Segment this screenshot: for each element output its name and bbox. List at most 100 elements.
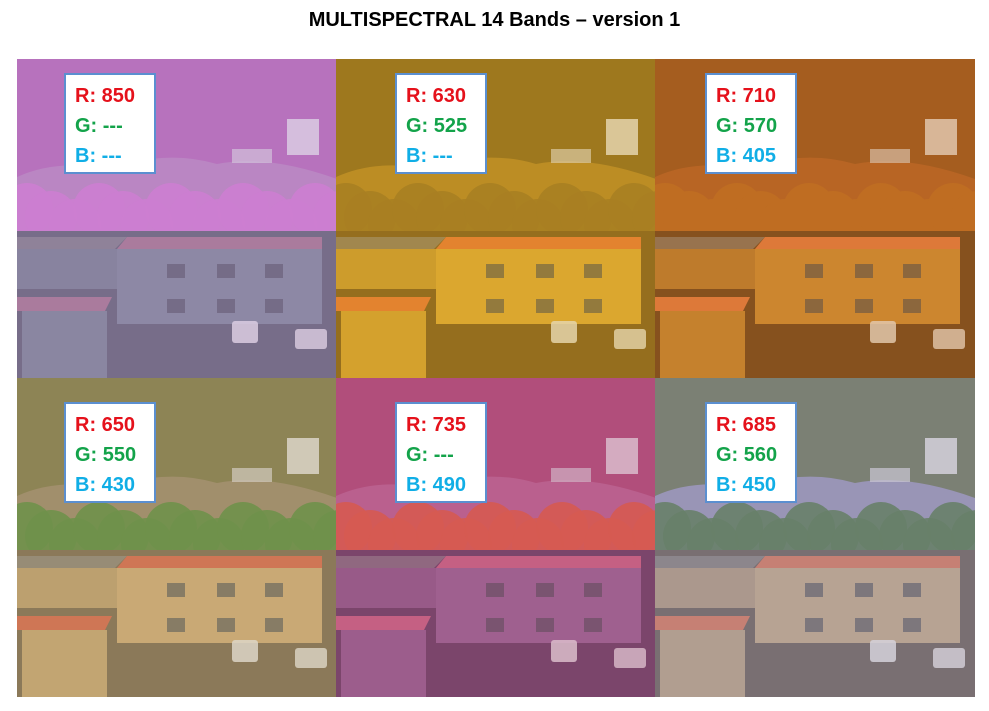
building-wall bbox=[660, 630, 745, 697]
window bbox=[167, 618, 185, 632]
distant-building bbox=[870, 149, 910, 163]
window bbox=[805, 583, 823, 597]
green-band-label: G: 525 bbox=[406, 115, 468, 137]
red-band-label: R: 735 bbox=[406, 414, 467, 436]
window bbox=[536, 264, 554, 278]
distant-building bbox=[551, 149, 591, 163]
tiled-roof bbox=[17, 616, 112, 630]
scene-image bbox=[17, 378, 337, 697]
window bbox=[486, 618, 504, 632]
image-grid: R: 850 G: --- B: --- R: 630 G: 525 B: --… bbox=[17, 59, 975, 697]
band-panel-1: R: 850 G: --- B: --- bbox=[17, 59, 337, 378]
band-label-box: R: 735 G: --- B: 490 bbox=[395, 402, 487, 503]
window bbox=[217, 583, 235, 597]
building-wall bbox=[17, 249, 117, 289]
vehicle bbox=[295, 648, 327, 668]
band-label-box: R: 710 G: 570 B: 405 bbox=[705, 73, 797, 174]
window bbox=[167, 583, 185, 597]
tiled-roof bbox=[755, 237, 960, 249]
red-band-label: R: 850 bbox=[75, 85, 136, 107]
scene-image bbox=[336, 59, 656, 378]
blue-band-label: B: 430 bbox=[75, 474, 136, 496]
window bbox=[486, 264, 504, 278]
band-label-box: R: 650 G: 550 B: 430 bbox=[64, 402, 156, 503]
blue-band-label: B: --- bbox=[406, 145, 453, 167]
flat-roof bbox=[336, 237, 446, 249]
window bbox=[265, 583, 283, 597]
blue-band-label: B: 405 bbox=[716, 145, 777, 167]
tiled-roof bbox=[755, 556, 960, 568]
building-wall bbox=[22, 311, 107, 378]
tiled-roof bbox=[336, 297, 431, 311]
blue-band-label: B: --- bbox=[75, 145, 122, 167]
window bbox=[265, 299, 283, 313]
vehicle bbox=[614, 648, 646, 668]
band-panel-4: R: 650 G: 550 B: 430 bbox=[17, 378, 337, 697]
distant-building bbox=[232, 468, 272, 482]
window bbox=[805, 618, 823, 632]
window bbox=[486, 583, 504, 597]
window bbox=[265, 264, 283, 278]
window bbox=[903, 583, 921, 597]
vehicle bbox=[933, 329, 965, 349]
distant-building bbox=[925, 438, 957, 474]
flat-roof bbox=[336, 556, 446, 568]
distant-building bbox=[551, 468, 591, 482]
red-band-label: R: 630 bbox=[406, 85, 467, 107]
band-panel-6: R: 685 G: 560 B: 450 bbox=[655, 378, 975, 697]
building-wall bbox=[336, 249, 436, 289]
window bbox=[903, 618, 921, 632]
window bbox=[855, 618, 873, 632]
distant-building bbox=[870, 468, 910, 482]
tiled-roof bbox=[336, 616, 431, 630]
window bbox=[486, 299, 504, 313]
flat-roof bbox=[655, 556, 765, 568]
window bbox=[584, 583, 602, 597]
distant-building bbox=[925, 119, 957, 155]
building-wall bbox=[660, 311, 745, 378]
green-band-label: G: --- bbox=[406, 444, 454, 466]
window bbox=[855, 583, 873, 597]
tree-canopy bbox=[632, 191, 656, 243]
distant-building bbox=[606, 438, 638, 474]
green-band-label: G: 570 bbox=[716, 115, 778, 137]
building-wall bbox=[655, 249, 755, 289]
building-wall bbox=[22, 630, 107, 697]
flat-roof bbox=[17, 556, 127, 568]
tree-canopy bbox=[313, 510, 337, 562]
distant-building bbox=[232, 149, 272, 163]
tiled-roof bbox=[436, 556, 641, 568]
band-panel-5: R: 735 G: --- B: 490 bbox=[336, 378, 656, 697]
window bbox=[167, 299, 185, 313]
window bbox=[217, 618, 235, 632]
blue-band-label: B: 490 bbox=[406, 474, 467, 496]
window bbox=[855, 299, 873, 313]
band-label-box: R: 630 G: 525 B: --- bbox=[395, 73, 487, 174]
green-band-label: G: --- bbox=[75, 115, 123, 137]
band-label-box: R: 685 G: 560 B: 450 bbox=[705, 402, 797, 503]
window bbox=[536, 299, 554, 313]
tiled-roof bbox=[436, 237, 641, 249]
scene-image bbox=[336, 378, 656, 697]
window bbox=[855, 264, 873, 278]
window bbox=[903, 299, 921, 313]
green-band-label: G: 550 bbox=[75, 444, 137, 466]
band-tint bbox=[655, 378, 975, 697]
tiled-roof bbox=[655, 297, 750, 311]
vehicle bbox=[295, 329, 327, 349]
tiled-roof bbox=[117, 237, 322, 249]
window bbox=[536, 583, 554, 597]
window bbox=[265, 618, 283, 632]
band-label-box: R: 850 G: --- B: --- bbox=[64, 73, 156, 174]
window bbox=[167, 264, 185, 278]
band-panel-2: R: 630 G: 525 B: --- bbox=[336, 59, 656, 378]
window bbox=[217, 264, 235, 278]
vehicle bbox=[614, 329, 646, 349]
band-panel-3: R: 710 G: 570 B: 405 bbox=[655, 59, 975, 378]
red-band-label: R: 685 bbox=[716, 414, 777, 436]
vehicle bbox=[551, 640, 577, 662]
vehicle bbox=[232, 640, 258, 662]
window bbox=[217, 299, 235, 313]
window bbox=[805, 264, 823, 278]
scene-image bbox=[655, 59, 975, 378]
